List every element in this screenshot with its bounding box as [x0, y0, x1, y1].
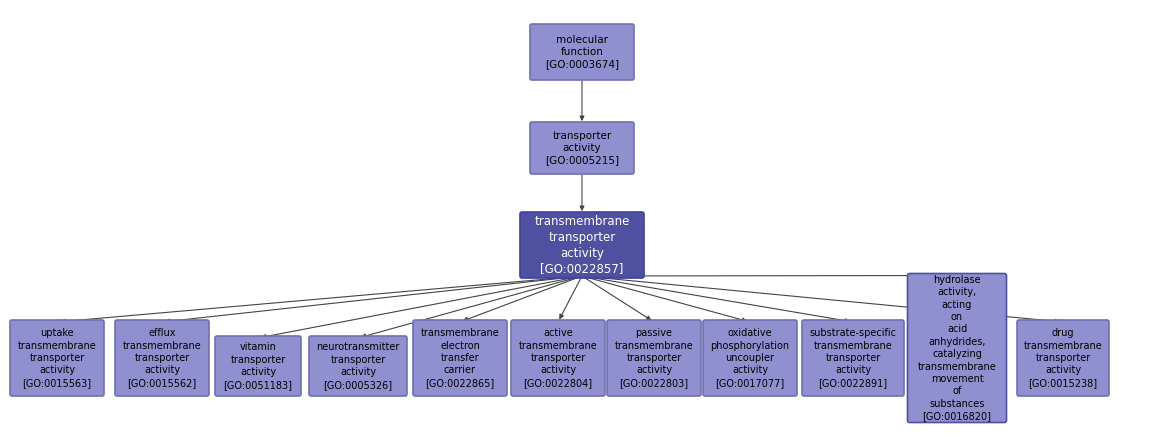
- Text: transmembrane
electron
transfer
carrier
[GO:0022865]: transmembrane electron transfer carrier …: [421, 328, 500, 388]
- Text: efflux
transmembrane
transporter
activity
[GO:0015562]: efflux transmembrane transporter activit…: [122, 328, 202, 388]
- FancyBboxPatch shape: [309, 336, 407, 396]
- FancyBboxPatch shape: [520, 212, 644, 278]
- FancyBboxPatch shape: [530, 122, 634, 174]
- FancyBboxPatch shape: [216, 336, 301, 396]
- FancyBboxPatch shape: [511, 320, 605, 396]
- Text: neurotransmitter
transporter
activity
[GO:0005326]: neurotransmitter transporter activity [G…: [317, 342, 400, 390]
- FancyBboxPatch shape: [802, 320, 904, 396]
- Text: substrate-specific
transmembrane
transporter
activity
[GO:0022891]: substrate-specific transmembrane transpo…: [810, 328, 897, 388]
- Text: oxidative
phosphorylation
uncoupler
activity
[GO:0017077]: oxidative phosphorylation uncoupler acti…: [711, 328, 790, 388]
- Text: passive
transmembrane
transporter
activity
[GO:0022803]: passive transmembrane transporter activi…: [615, 328, 693, 388]
- Text: uptake
transmembrane
transporter
activity
[GO:0015563]: uptake transmembrane transporter activit…: [17, 328, 97, 388]
- FancyBboxPatch shape: [530, 24, 634, 80]
- FancyBboxPatch shape: [1017, 320, 1109, 396]
- FancyBboxPatch shape: [115, 320, 209, 396]
- FancyBboxPatch shape: [702, 320, 797, 396]
- FancyBboxPatch shape: [908, 273, 1007, 422]
- Text: hydrolase
activity,
acting
on
acid
anhydrides,
catalyzing
transmembrane
movement: hydrolase activity, acting on acid anhyd…: [918, 275, 996, 421]
- Text: transmembrane
transporter
activity
[GO:0022857]: transmembrane transporter activity [GO:0…: [535, 215, 630, 276]
- Text: transporter
activity
[GO:0005215]: transporter activity [GO:0005215]: [545, 131, 619, 165]
- FancyBboxPatch shape: [607, 320, 701, 396]
- FancyBboxPatch shape: [414, 320, 507, 396]
- FancyBboxPatch shape: [10, 320, 104, 396]
- Text: drug
transmembrane
transporter
activity
[GO:0015238]: drug transmembrane transporter activity …: [1024, 328, 1102, 388]
- Text: active
transmembrane
transporter
activity
[GO:0022804]: active transmembrane transporter activit…: [518, 328, 598, 388]
- Text: molecular
function
[GO:0003674]: molecular function [GO:0003674]: [545, 34, 619, 69]
- Text: vitamin
transporter
activity
[GO:0051183]: vitamin transporter activity [GO:0051183…: [224, 342, 292, 390]
